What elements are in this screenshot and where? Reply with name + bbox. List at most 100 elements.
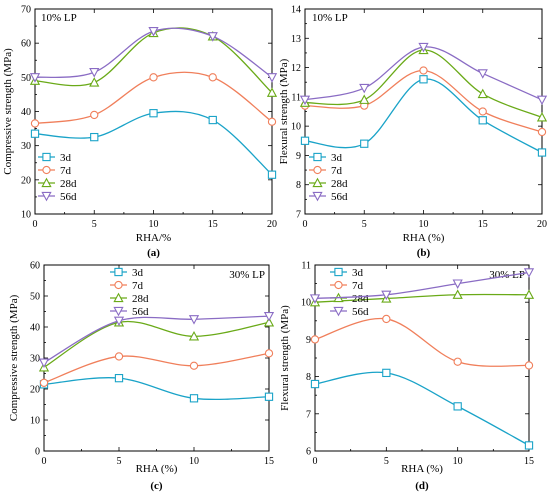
panel-c-series-56d-point — [263, 312, 275, 322]
panel-a-x-tick-label: 20 — [267, 219, 277, 230]
panel-d-series-3d-line — [314, 371, 530, 446]
panel-a-series-3d-point — [267, 170, 277, 179]
panel-c-y-tick-label: 40 — [30, 323, 40, 334]
panel-c-series-56d-point — [188, 315, 200, 325]
panel-b-series-3d — [300, 75, 547, 157]
panel-a-legend-label: 56d — [60, 191, 77, 203]
panel-c-legend-item-56d: 56d — [110, 306, 149, 318]
panel-c-series-3d-point — [264, 392, 274, 401]
panel-a-series-56d-point — [207, 32, 218, 42]
panel-c-legend-marker — [113, 292, 124, 303]
panel-c-y-tick-label: 20 — [30, 385, 40, 396]
panel-a-legend-item-56d: 56d — [38, 191, 77, 203]
panel-c-x-tick-label: 0 — [42, 456, 47, 467]
panel-c-series-56d — [38, 312, 275, 369]
panel-b-x-tick-label: 5 — [362, 219, 367, 230]
panel-a-series-3d-point — [208, 115, 217, 125]
panel-a-legend-marker — [42, 152, 51, 162]
panel-b-y-tick-label: 9 — [296, 151, 301, 162]
panel-d-y-tick-label: 7 — [306, 409, 311, 420]
panel-d-x-tick-label: 0 — [313, 456, 318, 467]
panel-c-plot-frame — [43, 264, 270, 452]
panel-a-series-7d-point — [90, 110, 99, 120]
panel-c-legend-item-3d: 3d — [110, 267, 144, 279]
panel-a-annotation: 10% LP — [41, 12, 77, 24]
panel-b: 0 5 10 15 20 7 8 9 10 11 12 13 14 RHA (%) Flexural str… — [278, 5, 548, 259]
panel-b-panel-label: (b) — [417, 247, 431, 259]
panel-b-series-7d-point — [419, 66, 428, 75]
panel-d-plot-frame — [314, 264, 530, 452]
panel-c-legend-label: 56d — [132, 306, 149, 318]
panel-d-series-3d-point — [382, 368, 391, 378]
panel-b-series-56d — [299, 42, 548, 106]
panel-a-series-3d — [30, 109, 277, 179]
panel-a-series-7d-point — [30, 119, 40, 128]
panel-d-legend-marker — [333, 306, 344, 317]
panel-c-series-7d-line — [43, 352, 270, 384]
panel-b-y-tick-label: 12 — [291, 63, 301, 74]
panel-d-y-tick-label: 11 — [301, 261, 311, 272]
panel-d-series-56d-line — [314, 271, 530, 300]
panel-a-series-28d-point — [89, 77, 100, 87]
panel-a-series-3d-point — [149, 109, 158, 118]
panel-b-x-tick-label: 20 — [537, 219, 547, 230]
panel-a-legend-item-7d: 7d — [38, 165, 72, 177]
panel-a-legend-marker — [42, 165, 51, 175]
panel-b-series-56d-point — [299, 95, 311, 106]
panel-c-y-tick-label: 0 — [35, 447, 40, 458]
panel-a-legend-marker — [41, 177, 52, 188]
panel-a-x-tick-label: 0 — [33, 219, 38, 230]
panel-d-y-axis-label: Flexural strength (MPa) — [279, 305, 291, 411]
panel-b-y-tick-label: 10 — [291, 122, 301, 133]
panel-d-series-3d-point — [453, 402, 462, 411]
panel-c-x-axis-label: RHA (%) — [136, 463, 178, 475]
panel-d-legend-label: 7d — [352, 280, 364, 292]
panel-a-legend-label: 7d — [60, 165, 72, 177]
panel-d-legend-item-28d: 28d — [330, 292, 369, 305]
panel-b-legend-item-3d: 3d — [309, 152, 343, 164]
panel-b-legend-label: 7d — [331, 165, 343, 177]
panel-d-series-28d-line — [314, 293, 530, 303]
panel-d-legend-label: 28d — [352, 293, 369, 305]
panel-d-x-tick-label: 10 — [453, 456, 463, 467]
panel-d-series-28d-point — [523, 289, 535, 299]
panel-a-series-3d-point — [30, 129, 40, 138]
panel-b-series-3d-point — [478, 116, 487, 125]
panel-c-legend-label: 3d — [132, 267, 144, 279]
panel-d-legend-item-7d: 7d — [330, 280, 364, 292]
panel-c-x-tick-label: 15 — [264, 456, 274, 467]
panel-c-legend-item-7d: 7d — [110, 280, 144, 292]
panel-a-series-56d-point — [148, 27, 159, 37]
panel-d-legend-marker — [334, 280, 343, 290]
panel-b-series-7d-point — [478, 107, 487, 116]
panel-a-legend-marker — [41, 191, 52, 202]
panel-d-y-tick-label: 10 — [301, 298, 311, 309]
panel-b-legend-marker — [312, 191, 323, 202]
panel-b-x-axis-label: RHA (%) — [403, 232, 445, 244]
panel-a-series-28d-point — [266, 87, 278, 97]
panel-c-annotation: 30% LP — [229, 269, 265, 281]
panel-c-series-7d-point — [114, 352, 124, 361]
panel-a-y-tick-label: 60 — [21, 39, 31, 50]
panel-a-y-axis-label: Compressive strength (MPa) — [2, 48, 14, 175]
panel-b-series-56d-point — [536, 95, 548, 106]
panel-a-legend-label: 28d — [60, 178, 77, 190]
panel-c-series-56d-point — [38, 358, 50, 369]
panel-d-series-56d-point — [381, 290, 392, 301]
panel-d-series-7d-point — [524, 361, 534, 370]
panel-d-legend-label: 3d — [352, 267, 364, 279]
panel-a-y-tick-label: 10 — [21, 210, 31, 221]
panel-c-legend-marker — [114, 267, 123, 277]
panel-c-legend-marker — [113, 306, 124, 317]
panel-d-x-tick-label: 15 — [524, 456, 534, 467]
panel-b-legend-item-7d: 7d — [309, 165, 343, 177]
panel-b-y-tick-label: 14 — [291, 5, 301, 16]
panel-d-annotation: 30% LP — [489, 269, 525, 281]
panel-c-x-tick-label: 10 — [189, 456, 199, 467]
panel-d-legend-item-3d: 3d — [330, 267, 364, 279]
panel-a-series-56d-point — [29, 73, 41, 83]
panel-d-series-28d-point — [452, 289, 463, 299]
panel-d-legend-label: 56d — [352, 306, 369, 318]
